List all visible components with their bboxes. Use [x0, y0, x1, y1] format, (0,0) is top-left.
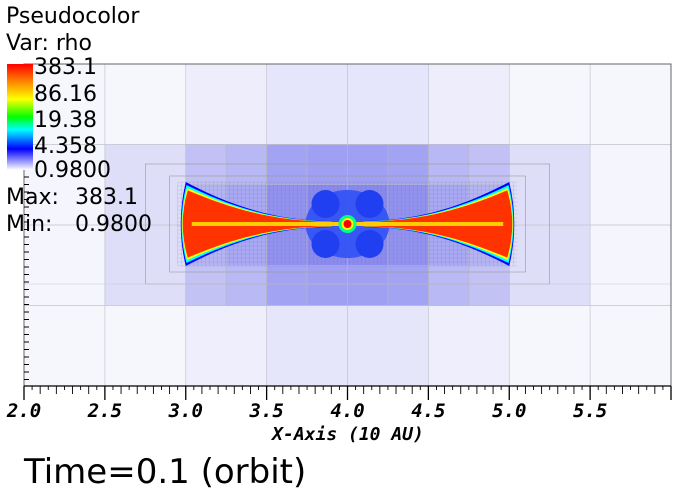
mesh-block	[428, 144, 470, 185]
mesh-block	[225, 144, 267, 185]
central-halo-lobe	[311, 230, 340, 258]
mesh-block	[387, 265, 429, 306]
mesh-block	[23, 224, 106, 306]
mesh-block	[387, 144, 429, 185]
central-halo-lobe	[311, 190, 340, 218]
mesh-block	[508, 305, 591, 387]
min-label: Min:	[6, 212, 53, 237]
mesh-block	[428, 265, 470, 306]
max-stat: Max: 383.1	[6, 186, 206, 210]
mesh-block	[185, 305, 267, 387]
min-value: 0.9800	[75, 212, 152, 237]
x-tick-label: 5.0	[492, 400, 527, 422]
colorbar-label: 4.358	[34, 134, 97, 159]
mesh-block	[589, 144, 672, 226]
mesh-block	[428, 305, 510, 387]
colorbar-label-max: 383.1	[34, 55, 97, 80]
x-tick-label: 3.0	[168, 400, 203, 422]
mesh-block	[104, 305, 187, 387]
max-value: 383.1	[75, 185, 138, 210]
x-axis-title: X-Axis (10 AU)	[272, 424, 424, 445]
colorbar-label: 86.16	[34, 82, 97, 107]
mesh-block	[589, 305, 672, 387]
mesh-block	[306, 265, 348, 306]
mesh-block	[185, 144, 227, 185]
central-halo-lobe	[355, 230, 384, 258]
x-tick-label: 5.5	[572, 400, 608, 422]
mesh-block	[508, 63, 591, 145]
min-stat: Min: 0.9800	[6, 213, 206, 237]
mesh-block	[23, 305, 106, 387]
mesh-block	[589, 224, 672, 306]
mesh-block	[468, 144, 510, 185]
mesh-block	[225, 265, 267, 306]
mesh-block	[468, 265, 510, 306]
mesh-block	[266, 63, 348, 145]
mesh-block	[347, 63, 429, 145]
time-label: Time=0.1 (orbit)	[24, 452, 307, 492]
x-tick-label: 2.0	[6, 400, 42, 422]
mesh-block	[185, 265, 227, 306]
max-label: Max:	[6, 185, 59, 210]
mesh-block	[266, 144, 308, 185]
x-tick-label: 4.5	[411, 400, 446, 422]
x-tick-label: 4.0	[330, 400, 365, 422]
mesh-block	[306, 144, 348, 185]
x-tick-label: 2.5	[87, 400, 123, 422]
mesh-block	[428, 63, 510, 145]
mesh-block	[169, 175, 526, 273]
central-halo-lobe	[355, 190, 384, 218]
legend-title: Pseudocolor	[6, 4, 140, 29]
mesh-block	[589, 63, 672, 145]
legend-variable: Var: rho	[6, 31, 92, 56]
colorbar	[7, 64, 33, 170]
mesh-block	[266, 305, 348, 387]
colorbar-label-min: 0.9800	[34, 158, 111, 183]
mesh-block	[347, 144, 389, 185]
mesh-block	[347, 265, 389, 306]
mesh-block	[347, 305, 429, 387]
mesh-block	[266, 265, 308, 306]
x-tick-label: 3.5	[249, 400, 284, 422]
mesh-block	[185, 63, 267, 145]
colorbar-label: 19.38	[34, 108, 97, 133]
center-peak	[343, 220, 352, 228]
